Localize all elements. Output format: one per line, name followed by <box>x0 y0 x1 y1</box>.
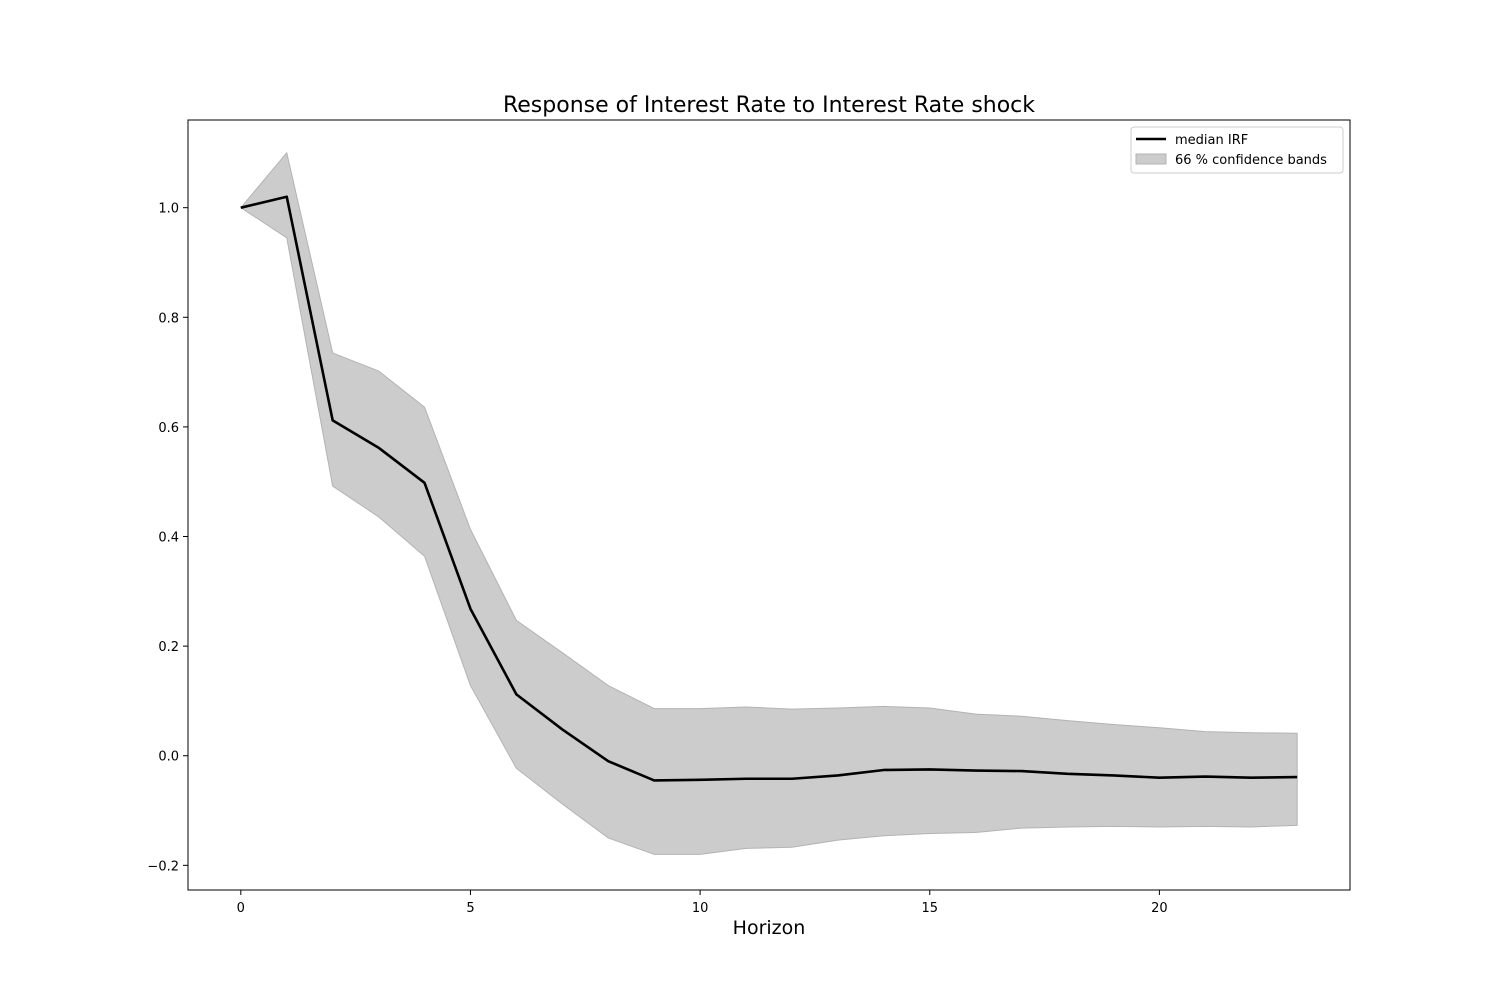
y-tick-label: 0.2 <box>158 640 179 655</box>
legend-label-band: 66 % confidence bands <box>1175 153 1327 168</box>
plot-area <box>240 151 1298 855</box>
legend-band-swatch <box>1135 153 1167 165</box>
axes: 0 5 10 15 20 −0.2 0.0 0.2 0.4 0.6 0.8 1.0 <box>147 119 1351 916</box>
legend-label-median: median IRF <box>1175 133 1248 148</box>
y-tick-label: 1.0 <box>158 202 179 217</box>
y-tick-label: 0.0 <box>158 750 179 765</box>
legend-box <box>1130 126 1344 174</box>
legend: median IRF 66 % confidence bands <box>1130 126 1344 174</box>
x-tick-label: 5 <box>466 901 474 916</box>
x-tick-label: 0 <box>237 901 245 916</box>
x-tick-label: 15 <box>921 901 938 916</box>
plot-frame <box>187 119 1351 891</box>
x-tick-label: 10 <box>692 901 709 916</box>
y-tick-label: 0.8 <box>158 311 179 326</box>
x-axis-label: Horizon <box>733 917 806 939</box>
y-tick-label: 0.6 <box>158 421 179 436</box>
confidence-band <box>240 151 1298 855</box>
median-irf-line <box>240 195 1298 782</box>
chart-title: Response of Interest Rate to Interest Ra… <box>503 93 1035 118</box>
x-tick-label: 20 <box>1151 901 1168 916</box>
y-tick-label: −0.2 <box>147 859 179 874</box>
y-tick-label: 0.4 <box>158 531 179 546</box>
